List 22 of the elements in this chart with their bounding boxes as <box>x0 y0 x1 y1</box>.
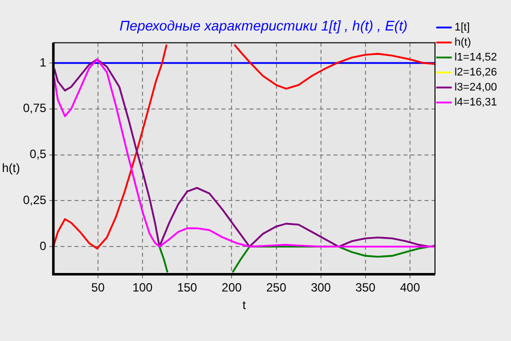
x-tick-label: 50 <box>91 280 105 295</box>
x-tick-label: 100 <box>132 280 153 295</box>
x-tick-label: 350 <box>355 280 376 295</box>
legend-label: l3=24,00 <box>454 82 498 94</box>
x-tick-label: 200 <box>222 280 242 295</box>
y-tick-label: 0,75 <box>22 101 47 116</box>
x-axis-title: t <box>242 298 246 312</box>
chart-title: Переходные характеристики 1[t] , h(t) , E(t) <box>119 17 408 34</box>
legend-label: h(t) <box>454 36 471 49</box>
x-tick-label: 250 <box>266 280 287 295</box>
x-tick-label: 150 <box>177 280 198 295</box>
legend-label: l2=16,26 <box>454 66 498 79</box>
legend-label: 1[t] <box>454 22 470 34</box>
y-tick-label: 0 <box>40 238 47 253</box>
y-tick-label: 0,5 <box>30 147 47 162</box>
y-tick-label: 1 <box>40 55 47 70</box>
legend-label: l1=14,52 <box>454 52 498 64</box>
x-tick-label: 300 <box>310 280 332 295</box>
legend-label: l4=16,31 <box>454 96 498 109</box>
y-tick-label: 0,25 <box>22 193 47 208</box>
x-tick-label: 400 <box>400 280 420 295</box>
y-axis-title: h(t) <box>2 161 20 176</box>
